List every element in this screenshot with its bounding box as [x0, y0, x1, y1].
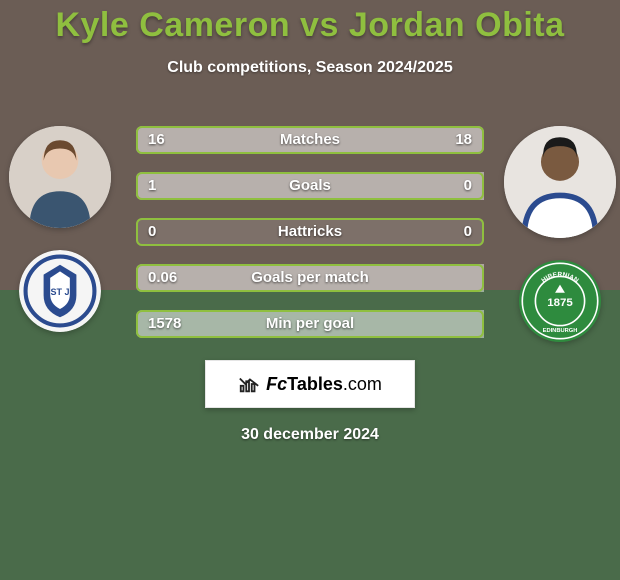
vs-text: vs [290, 6, 349, 44]
stat-bar: 1578Min per goal [136, 310, 484, 338]
stat-bar: 1618Matches [136, 126, 484, 154]
stat-label: Hattricks [136, 218, 484, 246]
footer: FcTables.com 30 december 2024 [0, 360, 620, 444]
crest1-icon: ST J [19, 250, 101, 332]
stat-bar: 00Hattricks [136, 218, 484, 246]
stat-bar: 0.06Goals per match [136, 264, 484, 292]
stat-label: Goals [136, 172, 484, 200]
svg-text:ST J: ST J [50, 287, 69, 297]
player2-avatar [504, 126, 616, 238]
brand-text: FcTables.com [266, 374, 382, 395]
left-side: ST J [0, 118, 120, 332]
player2-crest: 1875 HIBERNIAN EDINBURGH [519, 260, 601, 342]
stat-label: Matches [136, 126, 484, 154]
svg-text:1875: 1875 [547, 297, 573, 309]
content: Kyle Cameron vs Jordan Obita Club compet… [0, 0, 620, 77]
crest2-icon: 1875 HIBERNIAN EDINBURGH [519, 260, 601, 342]
date-text: 30 december 2024 [241, 426, 379, 444]
compare-row: ST J 1618Matches 10Goals 00Hattricks 0.06Go… [0, 118, 620, 342]
svg-text:EDINBURGH: EDINBURGH [543, 328, 578, 334]
stat-label: Goals per match [136, 264, 484, 292]
subtitle: Club competitions, Season 2024/2025 [10, 59, 610, 77]
brand-box: FcTables.com [205, 360, 415, 408]
right-side: 1875 HIBERNIAN EDINBURGH [500, 118, 620, 342]
player1-avatar [9, 126, 111, 228]
chart-icon [238, 373, 260, 395]
stat-bars: 1618Matches 10Goals 00Hattricks 0.06Goals p… [120, 118, 500, 338]
player2-name: Jordan Obita [349, 6, 565, 44]
avatar-placeholder-icon [504, 126, 616, 238]
avatar-placeholder-icon [9, 126, 111, 228]
page-title: Kyle Cameron vs Jordan Obita [10, 0, 610, 45]
stat-bar: 10Goals [136, 172, 484, 200]
player1-name: Kyle Cameron [55, 6, 290, 44]
comparison-card: Kyle Cameron vs Jordan Obita Club compet… [0, 0, 620, 580]
stat-label: Min per goal [136, 310, 484, 338]
player1-crest: ST J [19, 250, 101, 332]
